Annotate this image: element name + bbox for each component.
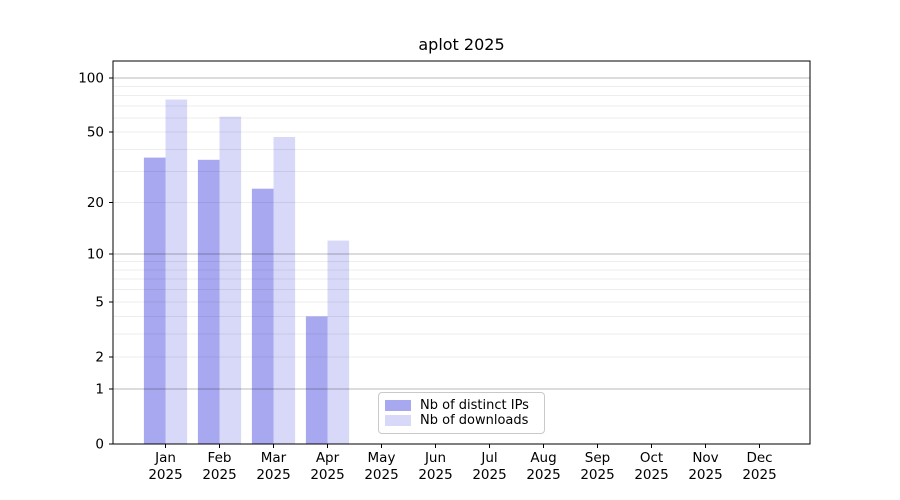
chart-title: aplot 2025 [418,35,505,54]
y-tick-label: 2 [95,349,104,365]
bar-downloads-apr [327,240,350,444]
x-tick-label: Dec 2025 [742,450,776,483]
legend-label: Nb of distinct IPs [420,397,529,413]
y-tick-label: 20 [87,195,104,211]
bar-downloads-feb [219,116,242,444]
x-tick-label: Jul 2025 [472,450,506,483]
legend-label: Nb of downloads [420,413,529,429]
y-tick-label: 5 [95,294,104,310]
y-tick-label: 10 [87,246,104,262]
legend-item: Nb of distinct IPs [385,399,536,412]
legend-swatch-icon [385,415,411,427]
legend: Nb of distinct IPs Nb of downloads [378,392,545,434]
bar-distinct-ips-jan [143,157,166,444]
bar-downloads-mar [273,137,296,444]
x-tick-label: Apr 2025 [310,450,344,483]
bar-distinct-ips-feb [197,159,220,445]
x-tick-label: Oct 2025 [634,450,668,483]
bar-distinct-ips-mar [251,188,274,444]
x-tick-label: Feb 2025 [202,450,236,483]
x-tick-label: May 2025 [364,450,398,483]
x-tick-label: Aug 2025 [526,450,560,483]
legend-swatch-icon [385,399,411,411]
x-tick-label: Sep 2025 [580,450,614,483]
y-tick-label: 1 [95,382,104,398]
x-tick-label: Jun 2025 [418,450,452,483]
y-tick-label: 50 [87,125,104,141]
bar-downloads-jan [165,99,188,444]
y-tick-label: 0 [95,437,104,453]
y-tick-label: 100 [78,71,104,87]
bar-distinct-ips-apr [305,316,328,444]
x-tick-label: Jan 2025 [148,450,182,483]
legend-item: Nb of downloads [385,414,536,427]
plot-border [112,60,811,445]
x-tick-label: Mar 2025 [256,450,290,483]
x-tick-label: Nov 2025 [688,450,722,483]
